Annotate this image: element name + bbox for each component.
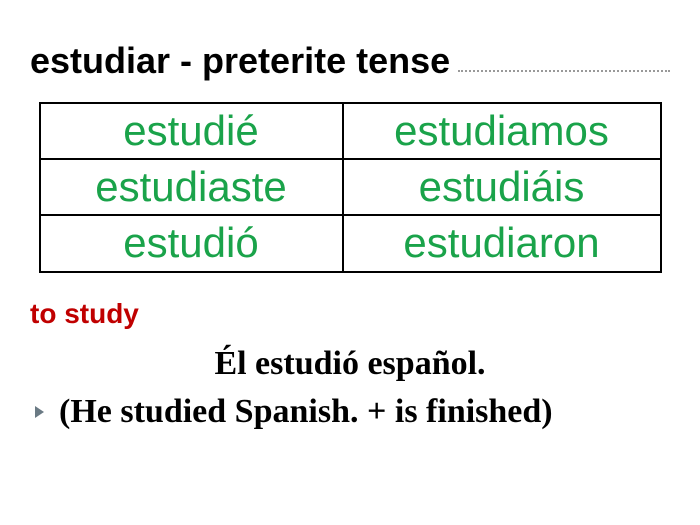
- table-row: estudié estudiamos: [40, 103, 661, 159]
- cell-el: estudió: [40, 215, 343, 271]
- conjugation-table: estudié estudiamos estudiaste estudiáis …: [39, 102, 662, 273]
- cell-vosotros: estudiáis: [343, 159, 661, 215]
- cell-nosotros: estudiamos: [343, 103, 661, 159]
- slide: estudiar - preterite tense estudié estud…: [0, 0, 700, 525]
- cell-ellos: estudiaron: [343, 215, 661, 271]
- cell-yo: estudié: [40, 103, 343, 159]
- slide-title: estudiar - preterite tense: [30, 40, 450, 82]
- table-row: estudiaste estudiáis: [40, 159, 661, 215]
- cell-tu: estudiaste: [40, 159, 343, 215]
- table-row: estudió estudiaron: [40, 215, 661, 271]
- translation-text: (He studied Spanish. + is finished): [59, 393, 553, 431]
- triangle-bullet-icon: [35, 406, 44, 418]
- title-dotted-line: [458, 70, 670, 72]
- translation-row: (He studied Spanish. + is finished): [35, 393, 670, 431]
- example-sentence: Él estudió español.: [30, 345, 670, 383]
- infinitive-meaning: to study: [30, 298, 670, 330]
- title-row: estudiar - preterite tense: [30, 40, 670, 82]
